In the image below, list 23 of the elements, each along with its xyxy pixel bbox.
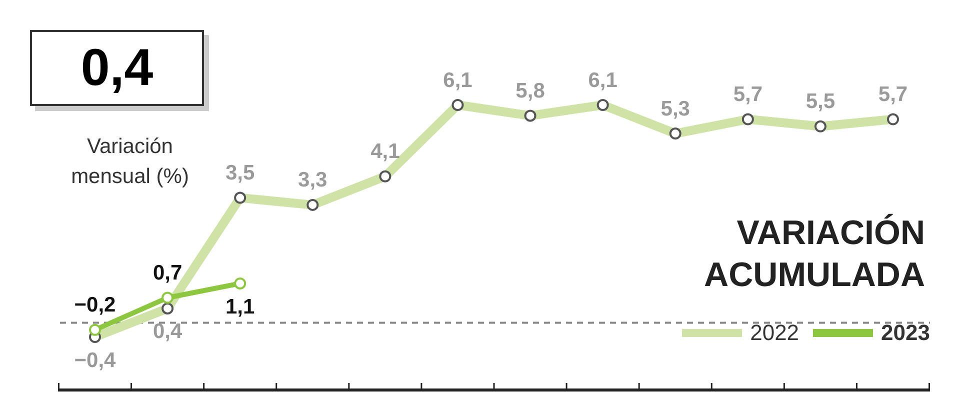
data-label: 3,3 [298, 168, 328, 192]
data-label: 3,5 [225, 162, 256, 185]
data-label: 0,7 [152, 262, 182, 285]
data-label: −0,4 [74, 348, 116, 372]
data-label: 5,3 [660, 97, 690, 120]
annotation: Variación mensual (%) [70, 134, 190, 190]
data-label: 6,1 [588, 68, 618, 92]
data-label: 5,7 [733, 83, 763, 106]
data-label: 5,7 [878, 83, 908, 106]
data-label: 5,8 [516, 80, 546, 103]
legend-label: 2022 [750, 320, 800, 346]
data-label: −0,2 [74, 294, 116, 317]
point [162, 292, 174, 304]
text: VARIACIÓN ACUMULADA [703, 212, 925, 296]
point [89, 324, 101, 336]
point [234, 277, 246, 290]
data-label: 0,4 [152, 320, 182, 344]
data-label: 4,1 [370, 140, 400, 164]
data-label: 1,1 [225, 295, 256, 318]
text: 0,4 [30, 30, 204, 106]
legend-label: 2023 [881, 320, 930, 346]
data-label: 5,5 [806, 90, 836, 114]
data-label: 6,1 [443, 68, 473, 92]
